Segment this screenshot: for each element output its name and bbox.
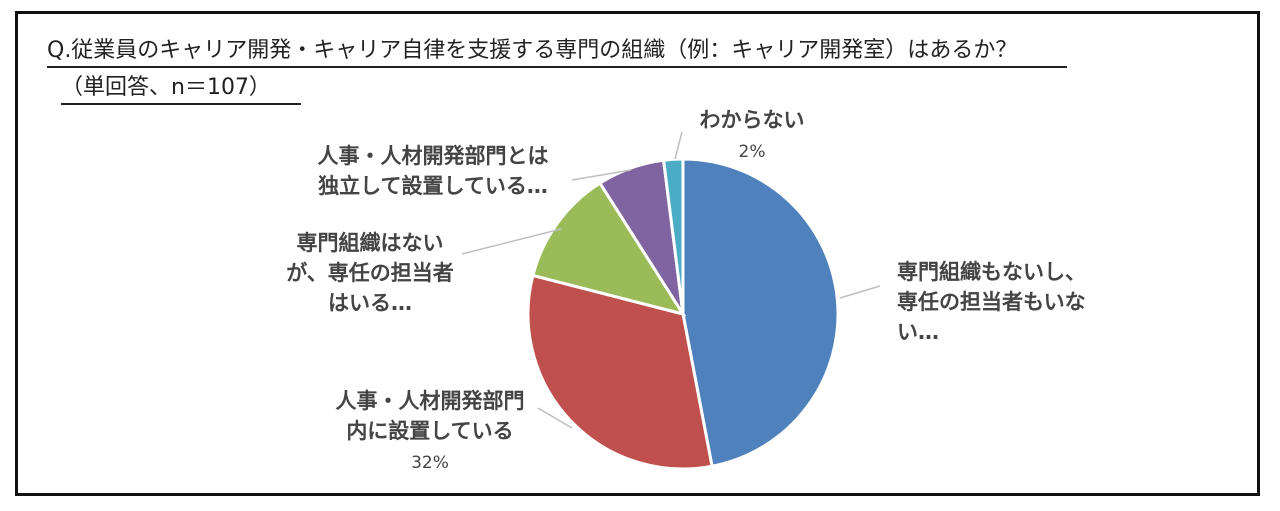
slice-value-label-2: 32%	[411, 453, 449, 473]
leader-line-5	[674, 131, 683, 160]
slice-label-4: 独立して設置している…	[318, 174, 548, 198]
leader-line-2	[537, 407, 573, 429]
slice-label-2: 内に設置している	[346, 419, 513, 443]
slice-label-1: 専任の担当者もいな	[897, 290, 1086, 314]
pie-slice-3	[531, 181, 687, 317]
pie-slice-2	[526, 273, 714, 471]
sample-size-note: （単回答、n＝107）	[61, 73, 301, 105]
slice-label-1: 専門組織もないし、	[897, 260, 1086, 284]
pie-slice-5	[661, 157, 685, 315]
leader-line-4	[571, 169, 632, 181]
pie-slices	[526, 157, 840, 471]
slice-label-3: が、専任の担当者	[286, 261, 454, 285]
slice-label-3: はいる…	[328, 291, 412, 315]
slice-label-5: わからない	[700, 108, 805, 132]
leader-line-3	[461, 228, 562, 255]
slice-value-label-5: 2%	[739, 142, 766, 162]
slice-label-4: 人事・人材開発部門とは	[318, 144, 549, 168]
leader-lines	[461, 131, 881, 429]
chart-frame	[15, 11, 1260, 496]
leader-line-1	[839, 285, 881, 299]
question-title: Q.従業員のキャリア開発・キャリア自律を支援する専門の組織（例：キャリア開発室）…	[47, 36, 1067, 68]
slice-label-3: 専門組織はない	[297, 231, 444, 255]
slice-label-2: 人事・人材開発部門	[336, 389, 525, 413]
pie-slice-1	[681, 157, 840, 469]
slice-label-1: い…	[897, 320, 939, 344]
